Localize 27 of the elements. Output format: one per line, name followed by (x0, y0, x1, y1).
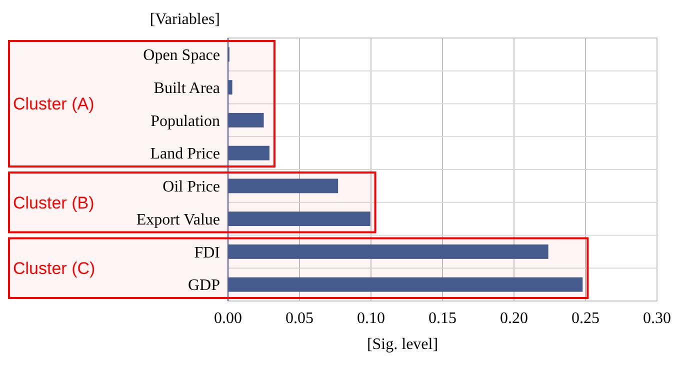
band-label: Cluster (C) (13, 259, 96, 278)
y-tick-label: FDI (194, 244, 220, 262)
y-tick-label: Export Value (136, 211, 220, 228)
bar (228, 146, 270, 160)
y-tick-label: GDP (188, 277, 220, 294)
x-tick-label: 0.30 (643, 310, 671, 327)
bar (228, 244, 548, 259)
x-tick-label: 0.00 (214, 310, 242, 327)
bar (228, 178, 338, 194)
band-label: Cluster (B) (13, 193, 94, 212)
x-tick-label: 0.05 (286, 310, 314, 327)
bar (228, 80, 232, 95)
y-tick-label: Oil Price (162, 178, 220, 196)
x-tick-label: 0.20 (500, 310, 528, 327)
x-tick-label: 0.15 (428, 310, 456, 327)
x-tick-label: 0.25 (572, 310, 600, 327)
bar (228, 212, 370, 226)
bar (228, 277, 583, 292)
x-tick-label: 0.10 (357, 310, 385, 327)
bar (228, 112, 264, 128)
y-axis-title: [Variables] (150, 11, 220, 28)
y-tick-label: Population (150, 112, 220, 130)
y-tick-label: Built Area (154, 80, 220, 97)
y-tick-label: Open Space (143, 47, 220, 64)
x-axis-title: [Sig. level] (366, 336, 438, 353)
band-label: Cluster (A) (13, 94, 94, 114)
y-tick-label: Land Price (150, 146, 220, 163)
